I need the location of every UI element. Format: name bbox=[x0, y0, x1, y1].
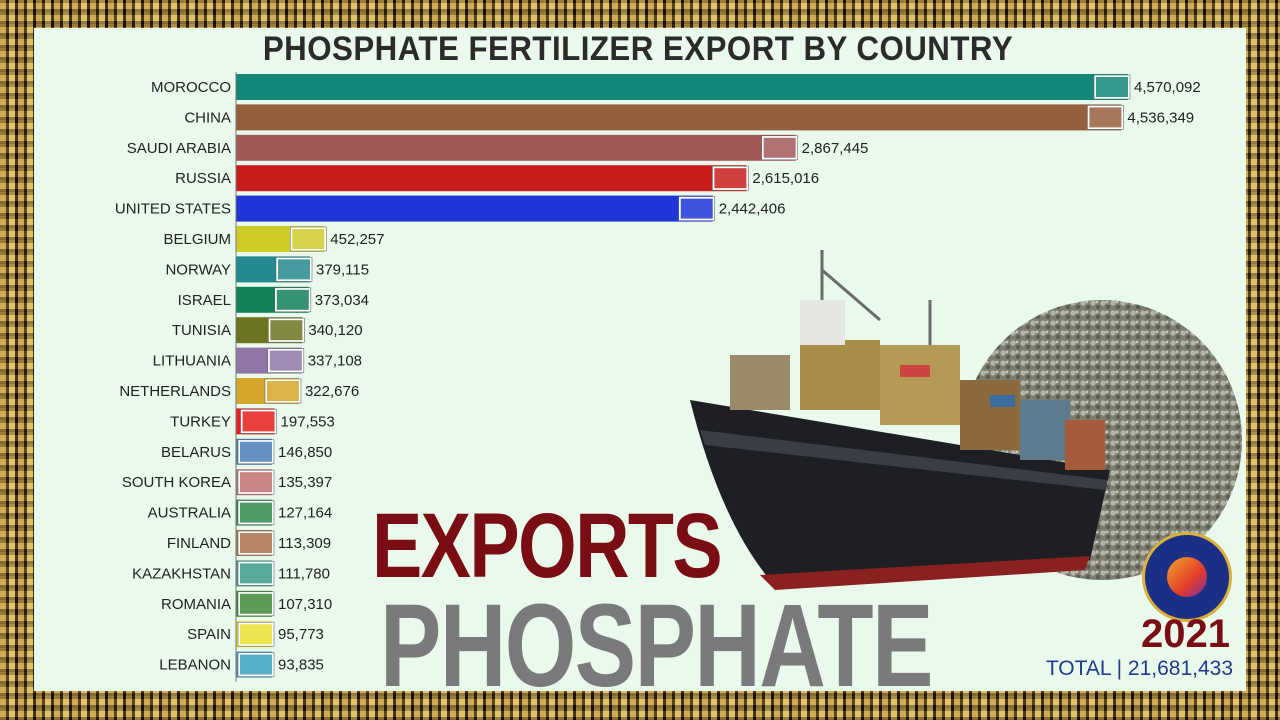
category-label: TUNISIA bbox=[172, 322, 231, 339]
category-label: FINLAND bbox=[167, 535, 231, 552]
category-label: BELARUS bbox=[161, 444, 231, 461]
category-label: BELGIUM bbox=[163, 231, 231, 248]
value-label: 127,164 bbox=[278, 505, 332, 522]
value-label: 379,115 bbox=[316, 261, 369, 278]
category-label: LITHUANIA bbox=[153, 353, 231, 370]
china-flag-icon bbox=[1087, 105, 1124, 130]
kazakhstan-flag-icon bbox=[237, 561, 275, 586]
value-label: 93,835 bbox=[278, 657, 324, 674]
value-label: 2,442,406 bbox=[719, 201, 786, 218]
total-label: TOTAL | 21,681,433 bbox=[1045, 657, 1233, 680]
cityglobetour-logo bbox=[1142, 532, 1232, 622]
belgium-flag-icon bbox=[289, 226, 327, 252]
category-label: RUSSIA bbox=[175, 170, 231, 187]
year-label: 2021 bbox=[1141, 612, 1230, 656]
spain-flag-icon bbox=[237, 621, 275, 647]
category-label: LEBANON bbox=[159, 657, 231, 674]
value-label: 452,257 bbox=[330, 231, 384, 248]
finland-flag-icon bbox=[237, 530, 275, 556]
category-label: CHINA bbox=[184, 109, 231, 126]
bar bbox=[236, 195, 713, 222]
value-label: 2,867,445 bbox=[802, 140, 869, 157]
value-label: 197,553 bbox=[281, 413, 335, 430]
value-label: 2,615,016 bbox=[752, 170, 819, 187]
saudi-arabia-flag-icon bbox=[761, 135, 798, 161]
belarus-flag-icon bbox=[237, 439, 275, 465]
category-label: AUSTRALIA bbox=[148, 505, 231, 522]
netherlands-flag-icon bbox=[264, 378, 302, 404]
turkey-flag-icon bbox=[240, 409, 277, 434]
category-label: SOUTH KOREA bbox=[122, 474, 231, 491]
phosphate-headline: PHOSPHATE bbox=[380, 580, 933, 712]
value-label: 111,780 bbox=[278, 565, 330, 582]
value-label: 373,034 bbox=[315, 292, 369, 309]
ship-containers bbox=[730, 340, 1105, 470]
russia-flag-icon bbox=[712, 165, 749, 191]
value-label: 4,570,092 bbox=[1134, 79, 1201, 96]
category-label: TURKEY bbox=[170, 413, 231, 430]
bar bbox=[236, 74, 1128, 100]
tunisia-flag-icon bbox=[268, 317, 305, 343]
category-label: NORWAY bbox=[165, 261, 231, 278]
lebanon-flag-icon bbox=[237, 652, 275, 677]
morocco-flag-icon bbox=[1093, 74, 1131, 100]
australia-flag-icon bbox=[237, 500, 275, 525]
south-korea-flag-icon bbox=[237, 469, 275, 495]
bar bbox=[236, 104, 1122, 131]
value-label: 95,773 bbox=[278, 626, 324, 643]
category-label: ROMANIA bbox=[161, 596, 231, 613]
romania-flag-icon bbox=[237, 591, 275, 617]
category-label: MOROCCO bbox=[151, 79, 231, 96]
category-label: NETHERLANDS bbox=[119, 383, 231, 400]
bar bbox=[236, 165, 747, 192]
value-label: 337,108 bbox=[308, 353, 362, 370]
lithuania-flag-icon bbox=[267, 348, 305, 373]
category-label: SAUDI ARABIA bbox=[127, 140, 231, 157]
value-label: 146,850 bbox=[278, 444, 332, 461]
category-label: UNITED STATES bbox=[115, 201, 231, 218]
value-label: 107,310 bbox=[278, 596, 332, 613]
logo-globe-icon bbox=[1167, 557, 1207, 597]
value-label: 113,309 bbox=[278, 535, 331, 552]
israel-flag-icon bbox=[274, 287, 312, 313]
value-label: 340,120 bbox=[308, 322, 362, 339]
category-label: ISRAEL bbox=[178, 292, 231, 309]
norway-flag-icon bbox=[275, 257, 313, 282]
chart-title: PHOSPHATE FERTILIZER EXPORT BY COUNTRY bbox=[262, 30, 1014, 68]
united-states-flag-icon bbox=[678, 196, 716, 221]
value-label: 135,397 bbox=[278, 474, 332, 491]
category-label: KAZAKHSTAN bbox=[132, 565, 231, 582]
exports-headline: EXPORTS bbox=[372, 495, 723, 597]
ship-bridge bbox=[800, 300, 845, 345]
ship-hull bbox=[690, 400, 1110, 590]
bar bbox=[236, 134, 796, 161]
value-label: 4,536,349 bbox=[1127, 109, 1194, 126]
category-label: SPAIN bbox=[187, 626, 231, 643]
value-label: 322,676 bbox=[305, 383, 359, 400]
